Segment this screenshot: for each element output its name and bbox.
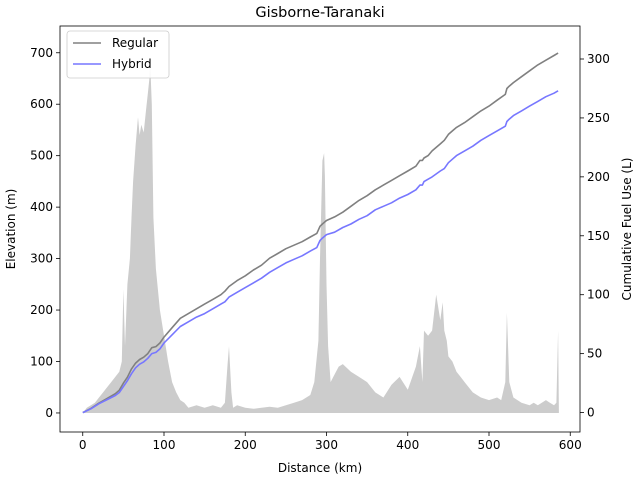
y-tick-label: 600 (30, 97, 53, 111)
plot-frame (59, 25, 581, 433)
y2-tick-label: 50 (587, 347, 602, 361)
y2-tick-label: 100 (587, 288, 610, 302)
x-tick-label: 600 (559, 438, 582, 452)
x-axis-title: Distance (km) (278, 461, 362, 475)
y-tick-label: 0 (45, 406, 53, 420)
y2-tick-label: 0 (587, 406, 595, 420)
y-tick-label: 400 (30, 200, 53, 214)
y-tick-label: 500 (30, 149, 53, 163)
series-line-regular (82, 52, 559, 414)
y-tick-label: 200 (30, 303, 53, 317)
x-tick-label: 300 (315, 438, 338, 452)
x-axis: 0 100 200 300 400 500 600 (79, 432, 582, 452)
y2-tick-label: 200 (587, 170, 610, 184)
y2-axis-title: Cumulative Fuel Use (L) (620, 158, 634, 301)
y-axis-left: 0 100 200 300 400 500 600 700 (30, 46, 60, 420)
y2-tick-label: 300 (587, 52, 610, 66)
y-axis-title: Elevation (m) (4, 189, 18, 270)
x-tick-label: 0 (79, 438, 87, 452)
legend-label-hybrid: Hybrid (112, 57, 152, 71)
y2-tick-label: 150 (587, 229, 610, 243)
elevation-layer (82, 63, 559, 413)
y-tick-label: 100 (30, 355, 53, 369)
series-line-hybrid (82, 90, 559, 414)
x-tick-label: 500 (478, 438, 501, 452)
legend: Regular Hybrid (66, 30, 170, 79)
x-tick-label: 400 (396, 438, 419, 452)
x-tick-label: 200 (234, 438, 257, 452)
x-tick-label: 100 (153, 438, 176, 452)
legend-label-regular: Regular (112, 36, 158, 50)
series-layer (82, 52, 559, 414)
y-axis-right: 0 50 100 150 200 250 300 (580, 52, 610, 420)
y2-tick-label: 250 (587, 111, 610, 125)
elevation-area (82, 63, 559, 413)
y-tick-label: 300 (30, 252, 53, 266)
chart-title: Gisborne-Taranaki (255, 5, 384, 21)
y-tick-label: 700 (30, 46, 53, 60)
